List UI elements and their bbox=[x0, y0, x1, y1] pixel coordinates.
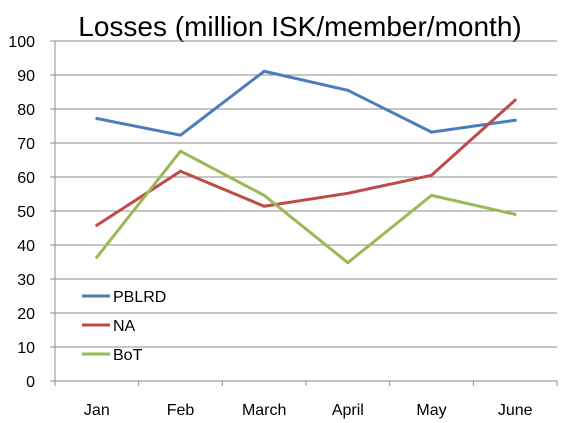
legend-item-pblrd: PBLRD bbox=[82, 289, 166, 306]
x-tick-label: April bbox=[332, 402, 364, 419]
y-tick-label: 40 bbox=[17, 238, 35, 255]
y-tick-label: 10 bbox=[17, 340, 35, 357]
x-tick-label: Jan bbox=[84, 402, 110, 419]
legend-item-na: NA bbox=[82, 318, 136, 335]
data-point bbox=[95, 255, 99, 259]
data-point bbox=[262, 69, 266, 73]
data-point bbox=[95, 117, 99, 121]
y-tick-label: 20 bbox=[17, 306, 35, 323]
data-point bbox=[513, 212, 517, 216]
y-tick-label: 60 bbox=[17, 170, 35, 187]
data-point bbox=[430, 173, 433, 177]
y-tick-label: 100 bbox=[8, 34, 35, 51]
series-line bbox=[95, 98, 517, 227]
x-tick-label: June bbox=[498, 402, 533, 419]
series-line bbox=[95, 69, 517, 137]
data-point bbox=[179, 133, 182, 137]
gridlines bbox=[55, 40, 557, 348]
series-bot bbox=[95, 149, 517, 265]
data-point bbox=[346, 261, 350, 265]
axes bbox=[50, 40, 558, 386]
legend-label: PBLRD bbox=[113, 289, 166, 306]
y-tick-label: 30 bbox=[17, 272, 35, 289]
series-line bbox=[95, 149, 517, 265]
x-axis-tick-labels: Jan Feb March April May June bbox=[84, 402, 533, 419]
data-point bbox=[346, 88, 350, 92]
legend-label: BoT bbox=[113, 347, 143, 364]
data-point bbox=[430, 193, 433, 197]
data-point bbox=[430, 130, 433, 134]
y-tick-label: 70 bbox=[17, 136, 35, 153]
y-tick-label: 90 bbox=[17, 68, 35, 85]
legend-label: NA bbox=[113, 318, 136, 335]
data-point bbox=[179, 169, 182, 173]
y-tick-label: 80 bbox=[17, 102, 35, 119]
x-tick-label: March bbox=[242, 402, 286, 419]
y-tick-label: 0 bbox=[26, 374, 35, 391]
chart-title: Losses (million ISK/member/month) bbox=[78, 11, 521, 42]
x-tick-label: May bbox=[416, 402, 446, 419]
data-point bbox=[95, 223, 99, 227]
series-na bbox=[95, 98, 517, 227]
data-point bbox=[179, 149, 182, 153]
y-tick-label: 50 bbox=[17, 204, 35, 221]
series-pblrd bbox=[95, 69, 517, 137]
legend-item-bot: BoT bbox=[82, 347, 143, 364]
data-point bbox=[513, 118, 517, 122]
y-axis-tick-labels: 0 10 20 30 40 50 60 70 80 90 100 bbox=[8, 34, 35, 391]
data-point bbox=[262, 204, 266, 208]
legend: PBLRD NA BoT bbox=[82, 289, 166, 364]
data-point bbox=[346, 191, 350, 195]
data-point bbox=[262, 193, 266, 197]
series-lines bbox=[95, 69, 517, 265]
data-point bbox=[513, 98, 517, 102]
x-tick-label: Feb bbox=[167, 402, 195, 419]
